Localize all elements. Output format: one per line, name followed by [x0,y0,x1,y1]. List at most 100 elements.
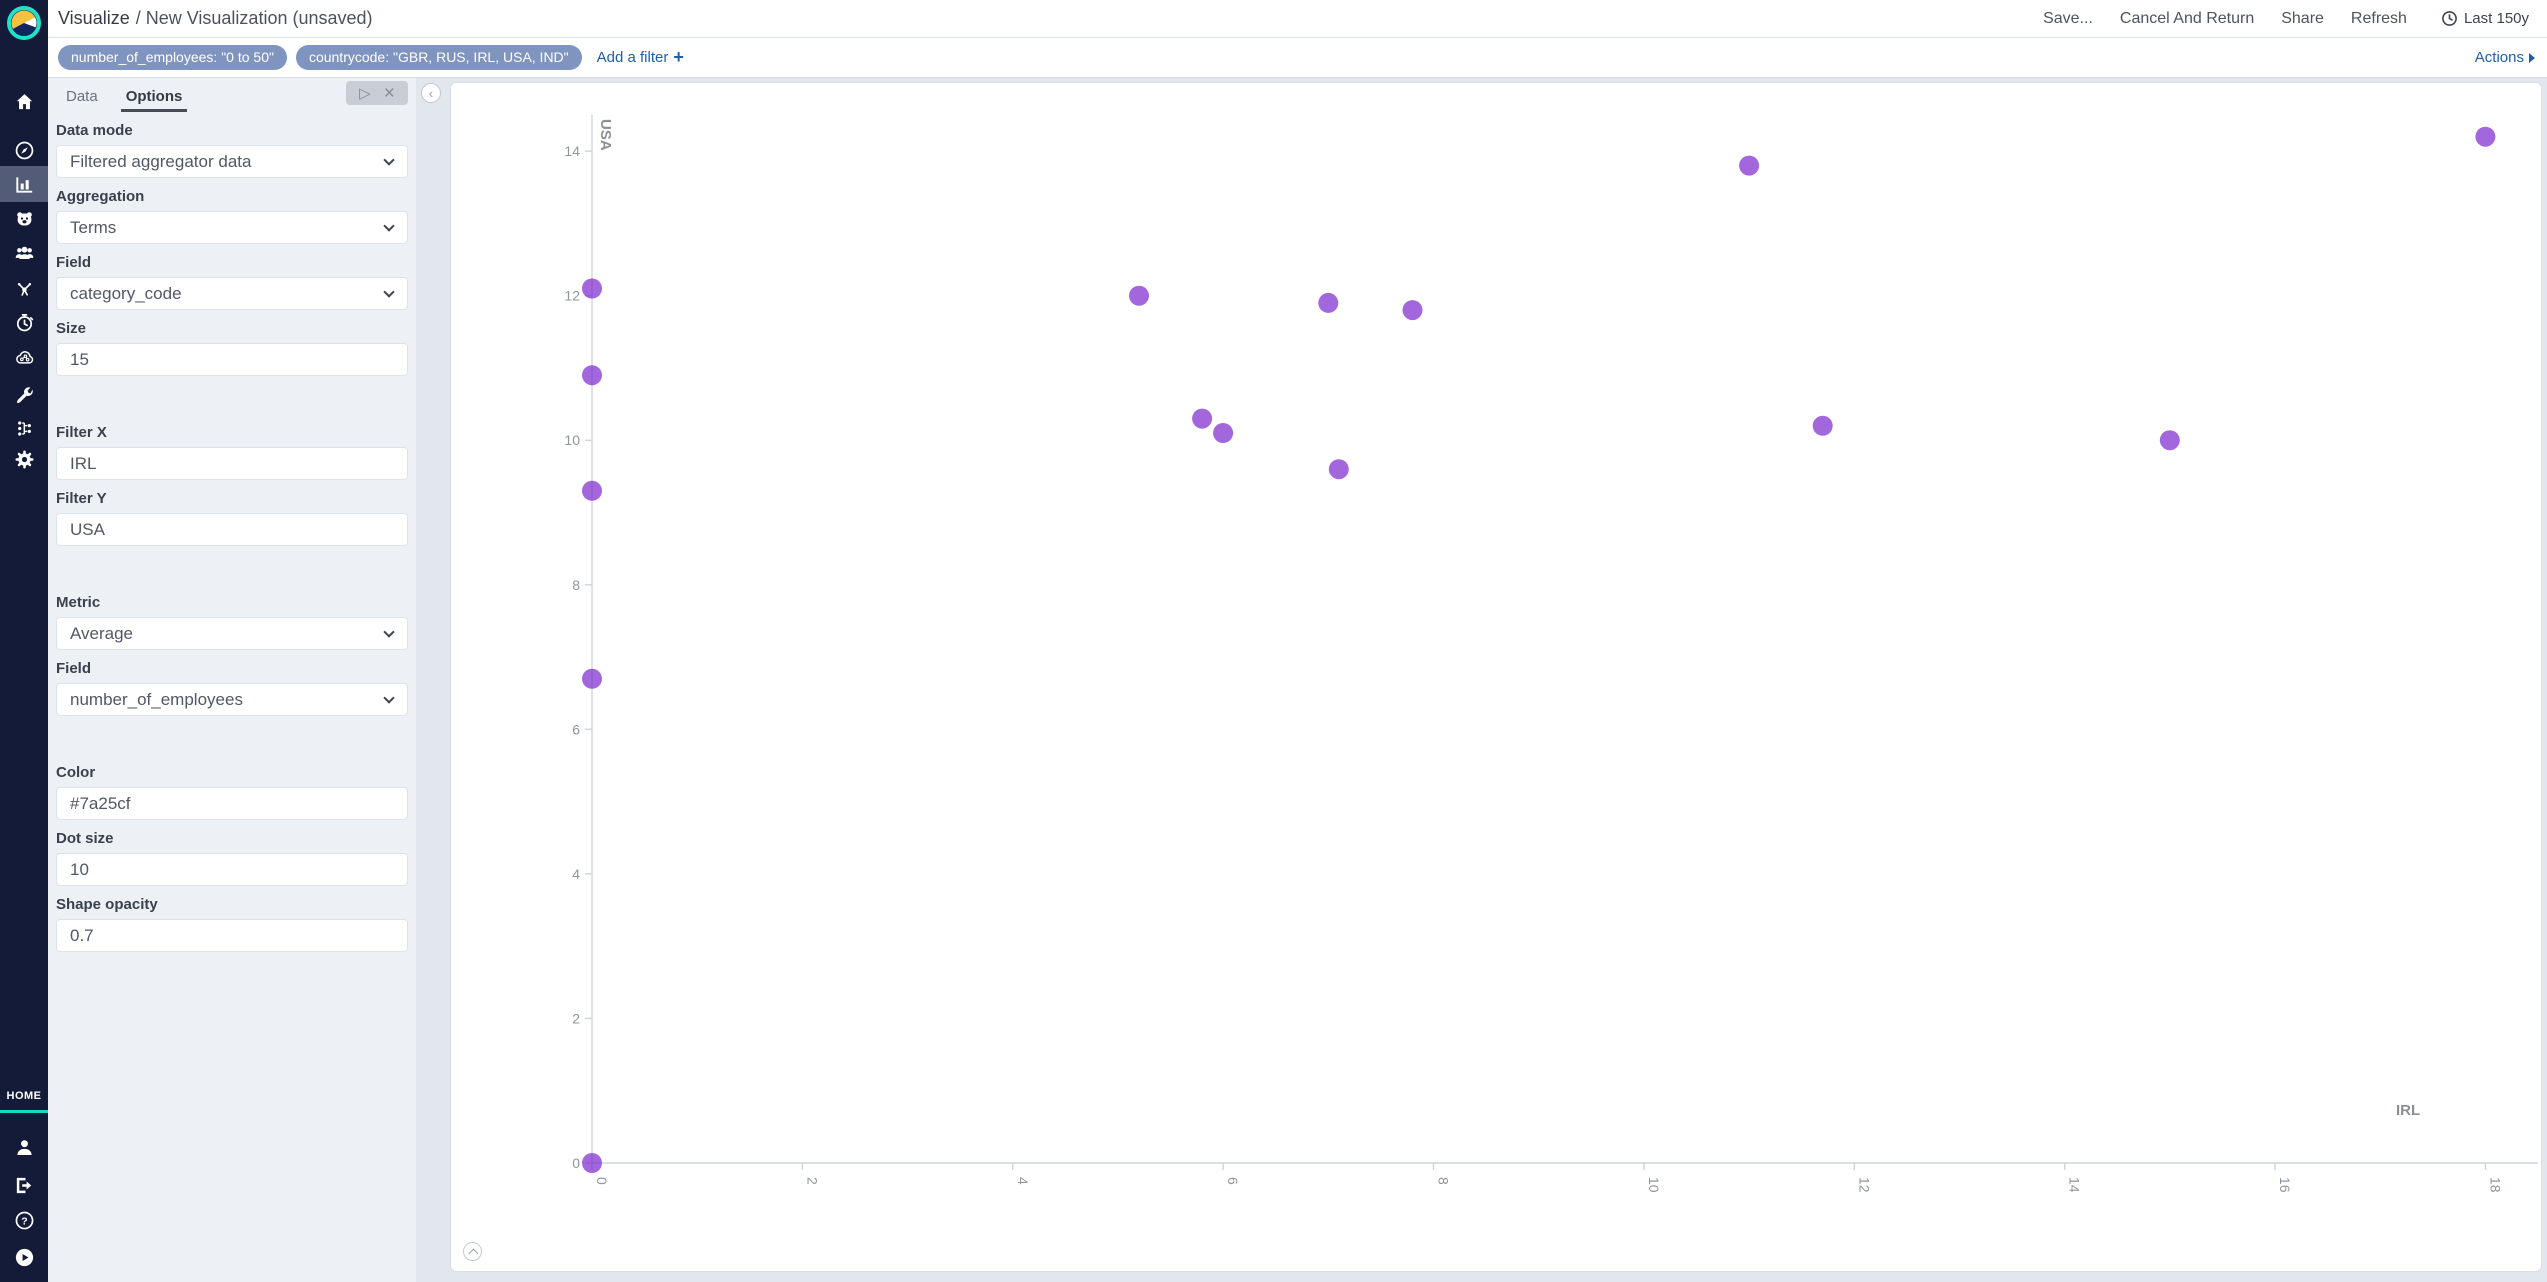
sidebar-item-dev-tools[interactable] [0,378,48,414]
time-picker-button[interactable]: Last 150y [2441,10,2529,27]
color-input[interactable] [56,787,408,820]
save-button[interactable]: Save... [2043,9,2093,27]
add-filter-button[interactable]: Add a filter + [597,47,684,68]
data-point[interactable] [1402,300,1423,321]
wrench-icon [16,386,33,403]
vis-options-panel: Data Options ▷ × Data mode Filtered aggr… [48,78,416,1282]
data-point[interactable] [1318,292,1339,313]
data-point[interactable] [1739,155,1760,176]
metric-group: Metric Average [56,594,408,650]
x-tick-label: 8 [1436,1177,1452,1185]
share-button[interactable]: Share [2281,9,2324,27]
data-point[interactable] [1129,285,1149,306]
dot-size-input[interactable] [56,853,408,886]
sidebar-item-discover[interactable] [0,132,48,168]
field-select[interactable]: category_code [56,277,408,310]
data-point[interactable] [2159,430,2180,451]
data-point[interactable] [2475,126,2496,147]
x-tick-label: 2 [804,1177,820,1185]
sidebar-item-stopwatch[interactable] [0,304,48,340]
x-tick-label: 4 [1015,1177,1031,1185]
panel-action-buttons: ▷ × [346,81,408,105]
clock-icon [2442,11,2457,26]
metric-field-select[interactable]: number_of_employees [56,683,408,716]
sidebar-item-node-burst[interactable] [0,269,48,305]
play-circle-icon [15,1248,33,1266]
pipeline-icon [17,420,31,436]
data-point[interactable] [582,1153,602,1173]
data-point[interactable] [582,668,602,689]
compass-icon [15,141,33,159]
aggregation-select[interactable]: Terms [56,211,408,244]
global-nav-sidebar: HOME ? [0,0,48,1282]
user-group-icon [15,246,33,259]
data-point[interactable] [582,278,602,299]
axis-lines [591,115,2538,1164]
sidebar-item-pipeline[interactable] [0,410,48,446]
logout-icon [16,1177,31,1193]
data-point[interactable] [582,480,602,501]
y-axis-label: USA [597,119,614,151]
chevron-up-icon [468,1248,478,1259]
play-outline-icon: ▷ [359,84,371,102]
filter-actions-label: Actions [2474,49,2524,66]
close-icon: × [383,82,395,104]
y-tick-label: 0 [572,1155,580,1171]
discard-changes-button[interactable]: × [384,84,395,103]
metric-select[interactable]: Average [56,617,408,650]
metric-label: Metric [56,594,101,611]
collapse-chart-button[interactable] [463,1242,482,1261]
y-tick-label: 2 [572,1010,580,1026]
data-point[interactable] [1328,459,1349,480]
size-group: Size [56,320,408,376]
gear-icon [14,449,34,469]
size-input[interactable] [56,343,408,376]
filter-y-group: Filter Y [56,490,408,546]
cancel-and-return-button[interactable]: Cancel And Return [2119,9,2255,27]
sidebar-item-logout[interactable] [0,1167,48,1203]
sidebar-item-play[interactable] [0,1239,48,1275]
panel-tab-bar: Data Options ▷ × [56,78,408,112]
sidebar-item-help[interactable]: ? [0,1202,48,1238]
plus-icon: + [673,47,684,67]
sidebar-item-bear-app[interactable] [0,201,48,237]
tab-options[interactable]: Options [120,88,188,112]
help-icon: ? [15,1211,33,1229]
tab-data[interactable]: Data [66,88,98,105]
x-tick-label: 16 [2277,1177,2293,1193]
sidebar-item-user-group[interactable] [0,235,48,271]
filter-x-group: Filter X [56,424,408,480]
filter-pill-employees[interactable]: number_of_employees: "0 to 50" [58,45,287,70]
scatter-plot: 0 2 4 6 8 10 12 14 0 2 4 6 8 10 12 14 16 18 USA IRL [564,115,2538,1193]
shape-opacity-input[interactable] [56,919,408,952]
collapse-panel-button[interactable]: ‹ [421,83,441,103]
metric-field-label: Field [56,660,92,677]
svg-text:?: ? [21,1215,27,1227]
data-point[interactable] [1192,408,1213,429]
kibana-logo[interactable] [6,5,42,41]
time-range-label: Last 150y [2463,10,2529,27]
y-tick-label: 14 [564,143,580,159]
data-point[interactable] [1812,415,1833,436]
page-title: / New Visualization (unsaved) [135,8,373,28]
sidebar-item-account[interactable] [0,1129,48,1165]
shape-opacity-group: Shape opacity [56,896,408,952]
filter-pill-countrycode[interactable]: countrycode: "GBR, RUS, IRL, USA, IND" [295,45,582,70]
data-point[interactable] [582,365,602,386]
add-filter-label: Add a filter [596,49,669,66]
filter-actions-button[interactable]: Actions [2475,49,2535,66]
sidebar-item-home[interactable] [0,83,48,119]
sidebar-item-cloud-network[interactable] [0,339,48,375]
data-point[interactable] [1213,423,1234,443]
filter-x-input[interactable] [56,447,408,480]
refresh-button[interactable]: Refresh [2350,9,2407,27]
filter-bar: number_of_employees: "0 to 50" countryco… [48,38,2547,78]
breadcrumb-visualize[interactable]: Visualize [58,8,130,28]
filter-y-input[interactable] [56,513,408,546]
x-tick-label: 12 [1856,1177,1872,1193]
sidebar-item-management[interactable] [0,441,48,477]
sidebar-item-visualize[interactable] [0,166,48,202]
x-axis-label: IRL [2396,1102,2420,1119]
apply-changes-button[interactable]: ▷ [359,86,371,101]
data-mode-select[interactable]: Filtered aggregator data [56,145,408,178]
